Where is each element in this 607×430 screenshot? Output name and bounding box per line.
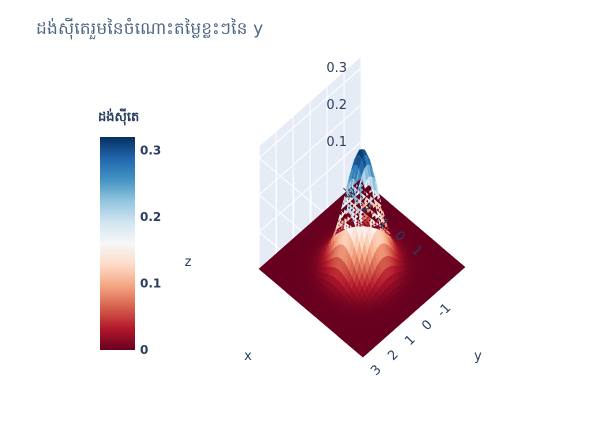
z-tick-label: 0.1 — [326, 135, 347, 150]
y-tick-label: 3 — [368, 362, 384, 378]
y-tick-label: 2 — [385, 347, 401, 363]
x-axis-label: x — [244, 349, 252, 364]
colorbar-tick-label: 0.2 — [140, 210, 161, 224]
y-tick-label: 0 — [419, 317, 435, 333]
y-tick-label: 1 — [402, 332, 418, 348]
surface-mesh[interactable] — [258, 148, 466, 358]
colorbar-tick-label: 0 — [140, 343, 148, 357]
z-tick-label: 0.2 — [326, 98, 347, 113]
colorbar-tick-label: 0.1 — [140, 276, 161, 290]
chart-title: ដង់ស៊ីតេរួមនៃចំណោះតម្លៃខ្លះៗនៃ y — [36, 19, 264, 39]
colorbar-title: ដង់ស៊ីតេ — [98, 110, 140, 125]
z-axis-label: z — [185, 255, 192, 270]
colorbar-tick-label: 0.3 — [140, 143, 161, 157]
y-tick-label: -1 — [435, 301, 455, 321]
colorbar — [100, 137, 135, 350]
surface-patch — [459, 264, 466, 270]
z-tick-label: 0.3 — [326, 61, 347, 76]
y-axis-label: y — [474, 349, 482, 364]
